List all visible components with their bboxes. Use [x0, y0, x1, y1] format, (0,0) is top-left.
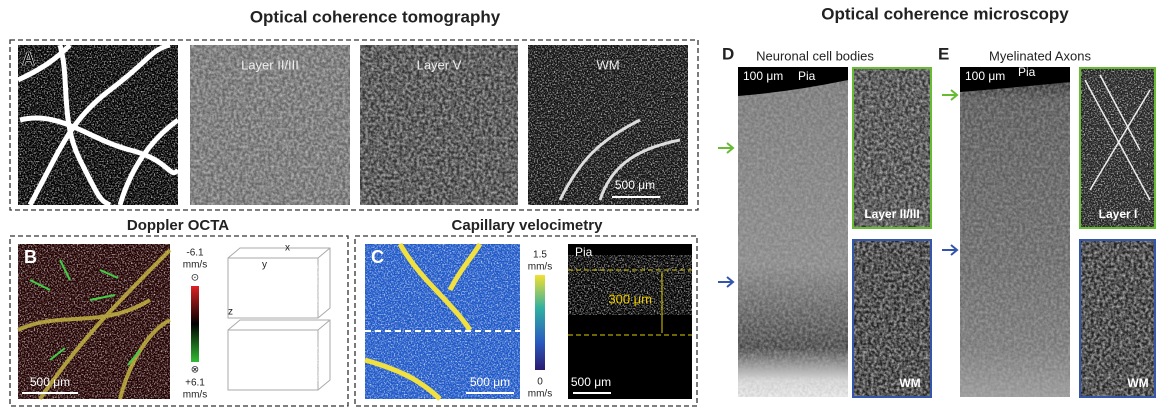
pia-label: Pia [1018, 65, 1036, 79]
panel-label: E [938, 44, 949, 63]
arrow-blue [718, 277, 733, 287]
pia-label: Pia [575, 245, 593, 259]
inset-label: Layer II/III [864, 207, 919, 221]
inset-texture [854, 69, 930, 227]
arrow-green [942, 90, 957, 100]
colorbar-symbol: ⊗ [191, 365, 199, 376]
inset-label: WM [1127, 376, 1148, 390]
scale-label: 500 μm [615, 178, 655, 192]
colorbar-unit: mm/s [528, 389, 552, 400]
colorbar-label: -6.1 [186, 248, 204, 259]
colorbar [191, 286, 199, 362]
arrow-blue [942, 245, 957, 255]
pia-label: Pia [798, 69, 816, 83]
volume-green [240, 265, 320, 310]
colorbar-label: 0 [537, 377, 543, 388]
colorbar-label: +6.1 [185, 378, 205, 389]
image-label: Layer II/III [241, 57, 299, 72]
colorbar [535, 275, 545, 370]
image-texture [960, 67, 1070, 397]
image-texture [738, 67, 848, 397]
scale-label: 500 μm [470, 375, 510, 389]
panel-label: B [24, 247, 37, 267]
panel-title: Neuronal cell bodies [756, 48, 874, 63]
inset-texture [854, 241, 930, 396]
volume-red [240, 340, 320, 382]
colorbar-unit: mm/s [183, 260, 207, 271]
arrow-green [718, 143, 733, 153]
colorbar-symbol: ⊙ [191, 273, 199, 284]
panel-title: Myelinated Axons [989, 48, 1091, 63]
scale-label: 100 μm [965, 69, 1005, 83]
panel-a-images [18, 45, 688, 205]
panel-label: C [371, 247, 384, 267]
colorbar-unit: mm/s [183, 390, 207, 401]
inset-texture [1081, 241, 1154, 396]
axis-label: x [285, 243, 290, 254]
panel-label: D [722, 44, 734, 63]
scale-label: 100 μm [743, 69, 783, 83]
image-label: WM [596, 57, 619, 72]
axis-label: y [262, 260, 267, 271]
panel-label: A [22, 49, 35, 69]
image-label: Layer V [417, 57, 462, 72]
depth-label: 300 μm [608, 291, 652, 306]
section-title: Optical coherence microscopy [821, 4, 1069, 23]
inset-label: Layer I [1099, 207, 1138, 221]
colorbar-unit: mm/s [528, 262, 552, 273]
panel-title: Capillary velocimetry [452, 217, 604, 234]
inset-label: WM [899, 376, 920, 390]
panel-title: Doppler OCTA [127, 217, 229, 234]
scale-label: 500 μm [571, 375, 611, 389]
section-title: Optical coherence tomography [250, 7, 501, 26]
scale-label: 500 μm [30, 375, 70, 389]
figure: Optical coherence tomography A Layer II/… [0, 0, 1157, 412]
axis-label: z [228, 307, 233, 318]
colorbar-label: 1.5 [533, 250, 547, 261]
